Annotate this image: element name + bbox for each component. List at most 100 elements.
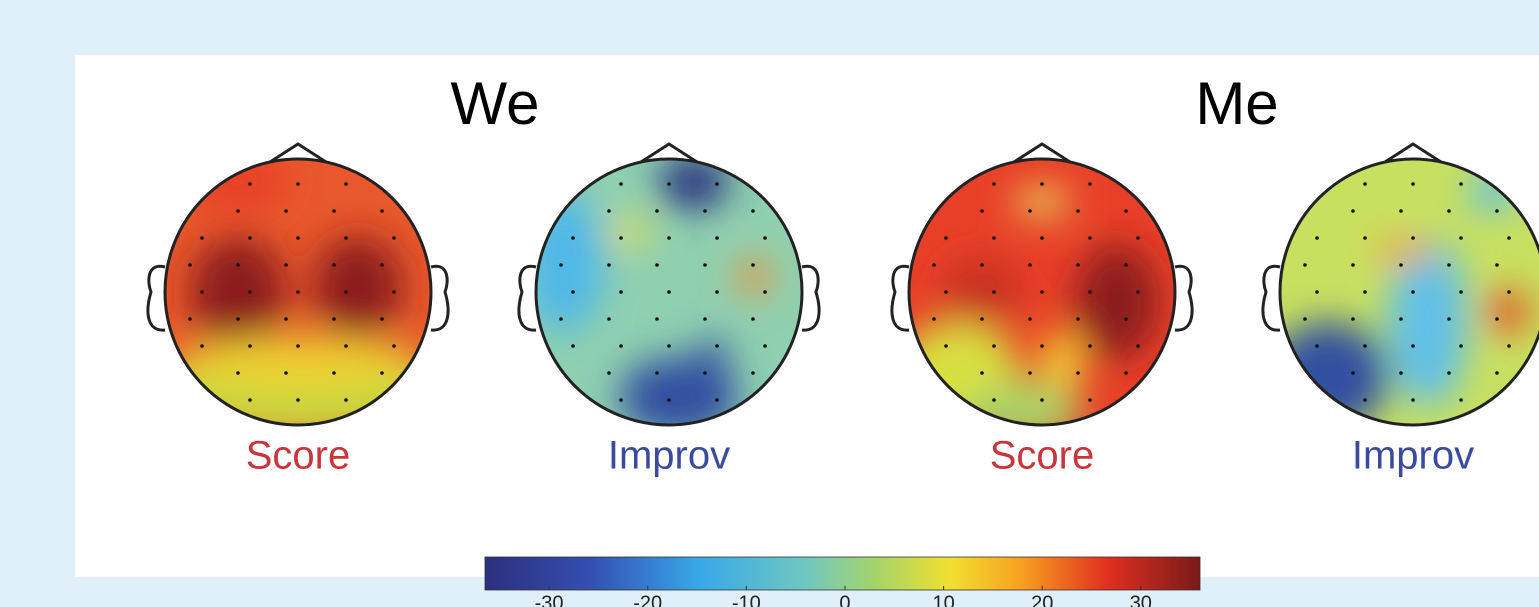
activity-blob (190, 237, 286, 347)
electrode (296, 182, 300, 186)
electrode (1507, 290, 1511, 294)
electrode (1399, 209, 1403, 213)
group-title: We (451, 70, 540, 137)
electrode (703, 209, 707, 213)
electrode (619, 344, 623, 348)
electrode (715, 344, 719, 348)
electrode (980, 263, 984, 267)
ear (430, 264, 450, 332)
electrode (1028, 263, 1032, 267)
electrode (655, 371, 659, 375)
electrode (1351, 371, 1355, 375)
electrode (607, 209, 611, 213)
electrode (332, 263, 336, 267)
head-outline (1278, 157, 1539, 427)
activity-blob (619, 357, 739, 425)
electrode (1076, 209, 1080, 213)
nose (269, 142, 327, 164)
electrode (1363, 344, 1367, 348)
ear (146, 264, 166, 332)
electrode (992, 398, 996, 402)
electrode (1124, 209, 1128, 213)
electrode (1040, 398, 1044, 402)
electrode (1459, 290, 1463, 294)
electrode (344, 236, 348, 240)
tick-label: 30 (1130, 592, 1152, 607)
activity-blob (1014, 188, 1070, 216)
electrode (1411, 236, 1415, 240)
electrode (619, 290, 623, 294)
electrode (944, 236, 948, 240)
group-title: Me (1195, 70, 1278, 137)
electrode (751, 317, 755, 321)
electrode (667, 290, 671, 294)
tick-label: 10 (932, 592, 954, 607)
electrode (1040, 182, 1044, 186)
activity-blob (313, 237, 403, 337)
electrode (1028, 209, 1032, 213)
electrode (763, 236, 767, 240)
electrode (607, 263, 611, 267)
electrode (380, 263, 384, 267)
electrode (655, 317, 659, 321)
activity-blob (1486, 290, 1530, 334)
electrode (1088, 344, 1092, 348)
activity-blob (1373, 240, 1433, 264)
electrode (1040, 236, 1044, 240)
electrode (1363, 290, 1367, 294)
electrode (284, 317, 288, 321)
electrode (703, 263, 707, 267)
electrode (332, 317, 336, 321)
ear (890, 264, 910, 332)
electrode (380, 209, 384, 213)
electrode (1459, 182, 1463, 186)
topomap (909, 159, 1175, 425)
electrode (703, 317, 707, 321)
electrode (1303, 317, 1307, 321)
electrode (751, 263, 755, 267)
head-outline (163, 157, 433, 427)
electrode (944, 344, 948, 348)
electrode (1088, 398, 1092, 402)
activity-blob (736, 259, 772, 295)
ear (517, 264, 537, 332)
tick-label: 0 (839, 592, 850, 607)
electrode (236, 317, 240, 321)
electrode (763, 290, 767, 294)
electrode (667, 236, 671, 240)
electrode (944, 290, 948, 294)
electrode (332, 209, 336, 213)
electrode (667, 344, 671, 348)
electrode (332, 371, 336, 375)
electrode (248, 344, 252, 348)
ear (801, 264, 821, 332)
electrode (296, 398, 300, 402)
electrode (619, 236, 623, 240)
electrode (380, 371, 384, 375)
activity-blob (942, 257, 1022, 327)
colorbar-group: -30 -20 -10 0 10 20 30 (484, 556, 1201, 607)
electrode (344, 398, 348, 402)
electrode (1088, 290, 1092, 294)
electrode (1076, 317, 1080, 321)
activity-blob (609, 218, 649, 246)
electrode (296, 344, 300, 348)
electrode (380, 317, 384, 321)
electrode (1040, 290, 1044, 294)
electrode (1399, 263, 1403, 267)
electrode (392, 290, 396, 294)
map-label: Score (990, 434, 1095, 478)
electrode (344, 290, 348, 294)
electrode (619, 182, 623, 186)
topomap (536, 159, 802, 425)
electrode (200, 290, 204, 294)
electrode (1136, 344, 1140, 348)
electrode (188, 263, 192, 267)
electrode (284, 371, 288, 375)
activity (909, 188, 1159, 425)
tick-label: -30 (535, 592, 564, 607)
electrode (932, 317, 936, 321)
activity (536, 159, 772, 425)
electrode (1399, 317, 1403, 321)
electrode (715, 236, 719, 240)
